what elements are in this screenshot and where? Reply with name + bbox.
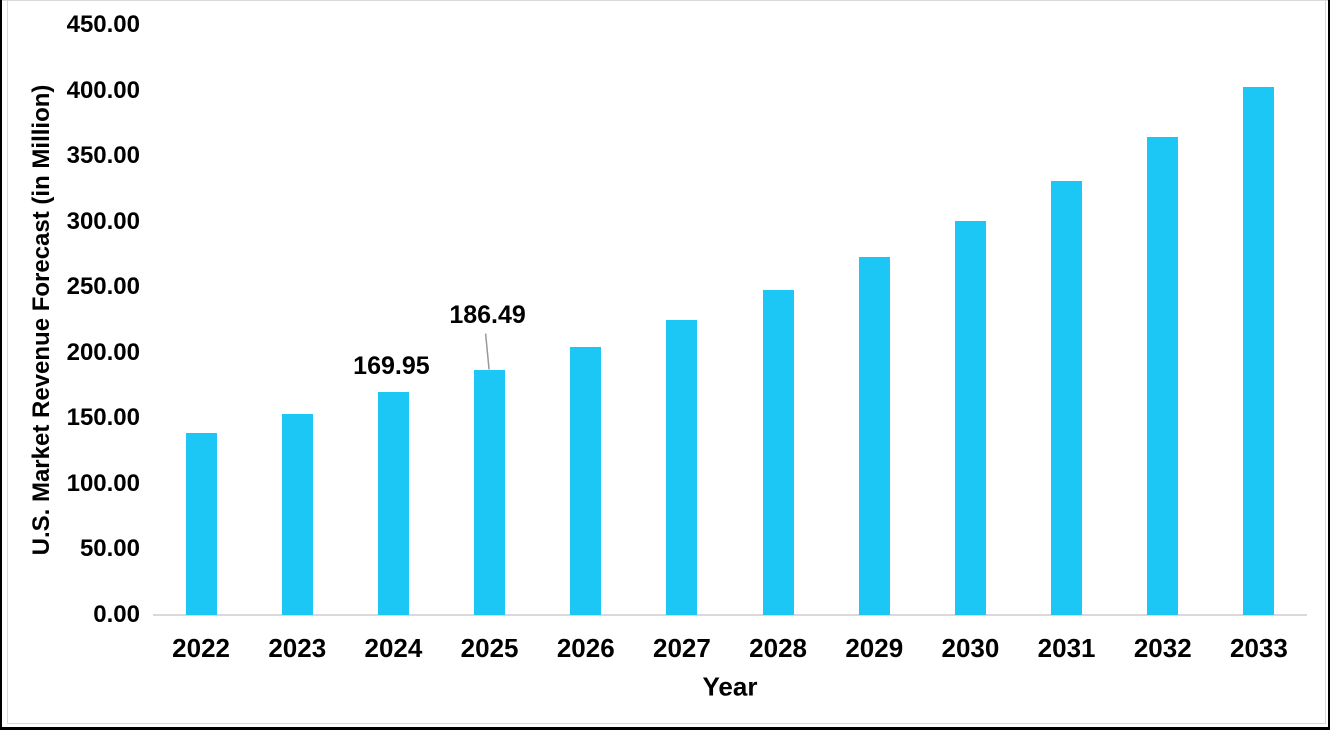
x-tick-2028: 2028 bbox=[749, 633, 807, 663]
y-tick-300.00: 300.00 bbox=[66, 207, 140, 235]
bar-2026 bbox=[570, 347, 602, 615]
x-tick-2027: 2027 bbox=[652, 633, 711, 663]
y-tick-200.00: 200.00 bbox=[66, 338, 140, 366]
x-tick-2025: 2025 bbox=[460, 633, 519, 663]
frame-border-inner bbox=[7, 0, 1326, 724]
y-tick-100.00: 100.00 bbox=[66, 469, 140, 497]
y-tick-150.00: 150.00 bbox=[66, 404, 140, 432]
frame-border-right bbox=[1328, 0, 1330, 730]
bar-2031 bbox=[1051, 181, 1083, 615]
y-tick-250.00: 250.00 bbox=[66, 273, 140, 301]
x-tick-2023: 2023 bbox=[268, 633, 327, 663]
bar-2027 bbox=[666, 319, 698, 615]
x-tick-2031: 2031 bbox=[1037, 633, 1096, 663]
bar-2022 bbox=[185, 432, 217, 615]
bar-2033 bbox=[1243, 86, 1275, 615]
y-tick-400.00: 400.00 bbox=[66, 76, 140, 104]
bar-2028 bbox=[762, 290, 794, 615]
y-tick-450.00: 450.00 bbox=[66, 11, 140, 38]
data-label-2025: 186.49 bbox=[449, 301, 526, 330]
x-tick-2024: 2024 bbox=[364, 633, 423, 663]
frame-border-left bbox=[0, 0, 2, 730]
bar-2025 bbox=[474, 370, 506, 615]
x-tick-2030: 2030 bbox=[941, 633, 1000, 663]
bar-2032 bbox=[1147, 136, 1179, 615]
y-tick-0.00: 0.00 bbox=[93, 601, 140, 628]
y-tick-50.00: 50.00 bbox=[79, 535, 140, 563]
x-axis-title: Year bbox=[702, 671, 758, 702]
bar-2030 bbox=[954, 221, 986, 615]
bar-2023 bbox=[281, 414, 313, 615]
x-axis-line bbox=[153, 614, 1307, 616]
y-tick-350.00: 350.00 bbox=[66, 142, 140, 170]
bar-2029 bbox=[858, 257, 890, 615]
bar-2024 bbox=[377, 392, 409, 615]
frame-border-bottom bbox=[0, 727, 1330, 730]
x-tick-2026: 2026 bbox=[556, 633, 615, 663]
data-label-2024: 169.95 bbox=[353, 352, 430, 381]
x-tick-2033: 2033 bbox=[1229, 633, 1288, 663]
x-tick-2032: 2032 bbox=[1133, 633, 1192, 663]
x-tick-2022: 2022 bbox=[172, 633, 230, 663]
x-tick-2029: 2029 bbox=[845, 633, 904, 663]
